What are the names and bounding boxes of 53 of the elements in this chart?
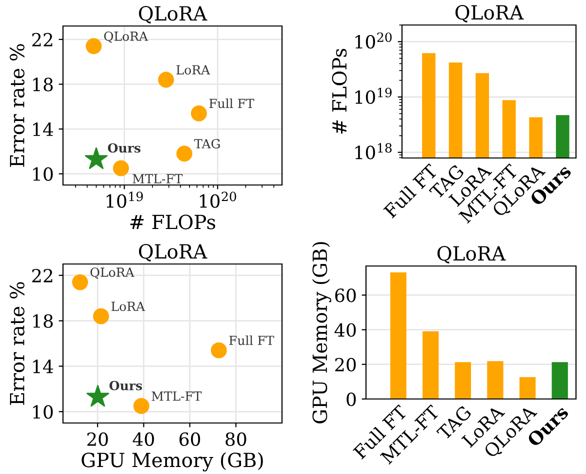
x-tick-label: 40 — [132, 432, 154, 446]
series-label: MTL-FT — [152, 391, 202, 401]
y-tick-label: 10 — [33, 405, 53, 419]
point — [133, 398, 150, 414]
series-label: LoRA — [176, 65, 210, 75]
x-tick-label: 80 — [226, 432, 246, 446]
bar — [390, 272, 406, 399]
series-label: QLoRA — [104, 32, 148, 43]
y-tick-label: 10$^{20}$ — [355, 32, 392, 49]
x-axis-title: GPU Memory (GB) — [82, 452, 263, 472]
chart-title: QLoRA — [455, 5, 524, 23]
point — [210, 342, 227, 358]
bar — [552, 362, 568, 399]
bar — [487, 361, 504, 399]
x-tick-label: 10$^{19}$ — [106, 192, 143, 208]
y-tick-label: 60 — [335, 288, 356, 302]
chart-title: QLoRA — [138, 6, 208, 24]
series-label: QLoRA — [90, 268, 134, 279]
series-label: Ours — [109, 380, 142, 390]
y-tick-label: 14 — [33, 360, 54, 374]
series-label: LoRA — [111, 302, 146, 312]
y-tick-label: 22 — [32, 32, 52, 46]
chart-title: QLoRA — [138, 244, 208, 262]
point — [86, 384, 110, 407]
y-tick-label: 18 — [33, 314, 53, 328]
y-tick-label: 10$^{18}$ — [355, 143, 392, 160]
y-tick-label: 0 — [346, 392, 356, 406]
point — [72, 274, 88, 290]
series-label: Full FT — [229, 335, 274, 346]
bar — [422, 331, 439, 399]
series-label: Ours — [108, 143, 140, 153]
y-tick-label: 40 — [334, 323, 356, 337]
y-tick-label: 10$^{19}$ — [355, 88, 392, 104]
chart-title: QLoRA — [437, 246, 506, 264]
x-axis-title: # FLOPs — [130, 214, 216, 230]
series-label: Full FT — [209, 98, 254, 108]
y-axis-title: # FLOPs — [332, 48, 347, 134]
x-tick-label: 10$^{20}$ — [200, 192, 236, 208]
point — [93, 308, 110, 324]
y-tick-label: 22 — [32, 268, 52, 282]
y-tick-label: 10 — [33, 167, 53, 181]
y-tick-label: 20 — [335, 358, 356, 372]
y-tick-label: 14 — [33, 122, 54, 136]
series-label: TAG — [194, 138, 220, 148]
bar — [454, 362, 471, 399]
y-axis-title: Error rate % — [10, 282, 24, 405]
x-tick-label: 60 — [180, 432, 200, 446]
bar — [519, 377, 536, 399]
series-label: MTL-FT — [132, 174, 183, 184]
y-axis-title: GPU Memory (GB) — [312, 242, 332, 424]
y-axis-title: Error rate % — [10, 44, 24, 167]
y-tick-label: 18 — [33, 78, 53, 92]
x-tick-label: 20 — [87, 432, 108, 446]
